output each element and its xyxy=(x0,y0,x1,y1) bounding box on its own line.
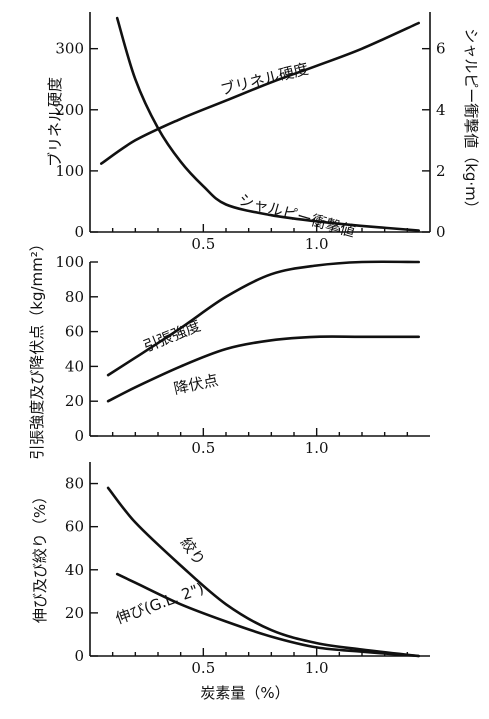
x-tick-label: 1.0 xyxy=(305,235,329,253)
charpy-impact-curve-label: シャルピー衝撃値 xyxy=(237,191,357,241)
panel-1-ticks: 0.5 1.0 0 100 200 300 0 2 4 6 xyxy=(55,40,445,253)
elongation-curve-label: 伸び(G.L. 2") xyxy=(113,579,206,628)
y-tick-label: 20 xyxy=(65,392,84,410)
brinell-hardness-curve-label: ブリネル硬度 xyxy=(219,60,311,99)
reduction-of-area-curve-label: 絞り xyxy=(177,534,209,569)
right-y-tick-label: 6 xyxy=(436,40,446,58)
tensile-strength-curve-label: 引張強度 xyxy=(141,317,203,356)
panel-2-ticks: 0.5 1.0 0 20 40 60 80 100 xyxy=(55,253,409,457)
right-y-tick-label: 4 xyxy=(436,101,446,119)
y-tick-label: 0 xyxy=(74,427,84,445)
panel-1-hardness-impact: 0.5 1.0 0 100 200 300 0 2 4 6 ブリネル硬度 シャルピー衝撃値（kg·… xyxy=(46,12,480,253)
panel-2-y-axis-label: 引張強度及び降伏点（kg/mm²） xyxy=(28,236,46,460)
y-tick-label: 80 xyxy=(65,288,84,306)
panel-3-ticks: 0.5 1.0 0 20 40 60 80 xyxy=(65,475,409,677)
panel-1-curves xyxy=(100,16,420,232)
y-tick-label: 60 xyxy=(65,323,84,341)
y-tick-label: 0 xyxy=(74,647,84,665)
y-tick-label: 0 xyxy=(74,223,84,241)
series-line-2-0 xyxy=(106,486,420,658)
x-tick-label: 0.5 xyxy=(191,235,215,253)
y-tick-label: 40 xyxy=(65,357,84,375)
series-line-1-1 xyxy=(106,335,420,403)
series-line-1-0 xyxy=(106,260,420,377)
y-tick-label: 60 xyxy=(65,518,84,536)
right-y-tick-label: 0 xyxy=(436,223,446,241)
yield-point-curve-label: 降伏点 xyxy=(172,371,220,398)
panel-3-y-axis-label: 伸び及び絞り（%） xyxy=(31,489,49,623)
panel-3-elongation-reduction: 0.5 1.0 0 20 40 60 80 伸び及び絞り（%） 絞り 伸び(G.L. 2")… xyxy=(31,462,430,702)
y-tick-label: 40 xyxy=(65,561,84,579)
panel-2-strength-yield: 0.5 1.0 0 20 40 60 80 100 引張強度及び降伏点（kg/mm²） 引張強… xyxy=(28,236,430,460)
panel-1-right-axis-label: シャルピー衝撃値（kg·m） xyxy=(462,28,480,216)
series-line-0-0 xyxy=(100,21,420,165)
y-tick-label: 20 xyxy=(65,604,84,622)
y-tick-label: 300 xyxy=(55,40,84,58)
y-tick-label: 100 xyxy=(55,253,84,271)
x-axis-label: 炭素量（%） xyxy=(200,684,289,702)
y-tick-label: 80 xyxy=(65,475,84,493)
x-tick-label: 1.0 xyxy=(305,439,329,457)
series-line-0-1 xyxy=(115,16,420,232)
panel-2-curves xyxy=(106,260,420,403)
x-tick-label: 0.5 xyxy=(191,439,215,457)
series-line-2-1 xyxy=(115,572,420,658)
x-tick-label: 1.0 xyxy=(305,659,329,677)
right-y-tick-label: 2 xyxy=(436,162,446,180)
x-tick-label: 0.5 xyxy=(191,659,215,677)
y-tick-label: 200 xyxy=(55,101,84,119)
y-tick-label: 100 xyxy=(55,162,84,180)
panel-1-left-axis-label: ブリネル硬度 xyxy=(46,77,64,167)
panel-3-curves xyxy=(106,486,420,658)
